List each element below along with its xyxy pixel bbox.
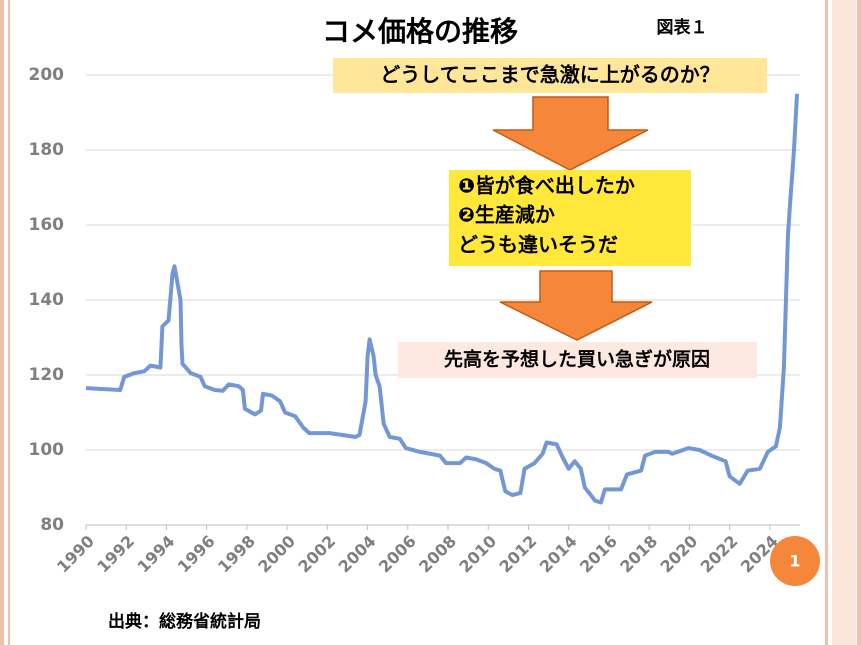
x-tick-label: 1994	[134, 532, 179, 577]
chart-title: コメ価格の推移	[322, 15, 518, 48]
slide-number-badge	[770, 536, 820, 586]
y-tick-label: 160	[29, 215, 65, 235]
hypothesis: ❷生産減か	[458, 203, 555, 227]
arrow	[492, 96, 649, 171]
x-tick-label: 1992	[93, 532, 138, 577]
y-tick-label: 140	[29, 290, 65, 310]
x-tick-label: 2008	[415, 532, 460, 577]
source: 出典：総務省統計局	[108, 611, 261, 632]
x-tick-label: 1998	[214, 532, 259, 577]
question-box	[333, 58, 767, 93]
x-tick-label: 2022	[697, 532, 742, 577]
x-tick-label: 2012	[496, 532, 541, 577]
figure-label: 図表１	[657, 17, 708, 38]
y-tick-label: 180	[29, 140, 65, 160]
x-tick-label: 2004	[335, 532, 380, 577]
x-tick-label: 2020	[656, 532, 701, 577]
x-tick-label: 2002	[294, 532, 339, 577]
hypothesis: ❶皆が食べ出したか	[458, 174, 635, 198]
y-tick-label: 80	[40, 515, 64, 535]
x-tick-label: 2014	[536, 532, 581, 577]
y-tick-label: 100	[29, 440, 65, 460]
hypothesis-box	[449, 170, 691, 266]
question: どうしてここまで急激に上がるのか？	[380, 63, 719, 87]
conclusion-box	[398, 342, 757, 378]
conclusion: 先高を予想した買い急ぎが原因	[444, 348, 710, 371]
x-tick-label: 1996	[174, 532, 219, 577]
x-tick-label: 2000	[254, 532, 299, 577]
hypothesis: どうも違いそうだ	[458, 233, 618, 257]
y-tick-label: 120	[29, 365, 65, 385]
border	[0, 0, 4, 645]
price-line	[85, 93, 799, 505]
y-tick-label: 200	[29, 65, 65, 85]
x-tick-label: 2016	[576, 532, 621, 577]
border	[832, 0, 856, 645]
border	[8, 0, 10, 645]
x-tick-label: 2018	[616, 532, 661, 577]
x-tick-label: 2010	[455, 532, 500, 577]
arrow	[499, 270, 653, 341]
border	[825, 0, 828, 645]
border	[857, 0, 861, 645]
slide-number: 1	[789, 552, 800, 571]
plot: 80 100 120 140 160 180 200 19901992199419961998…	[29, 65, 800, 577]
x-tick-label: 1990	[53, 532, 98, 577]
x-tick-label: 2006	[375, 532, 420, 577]
